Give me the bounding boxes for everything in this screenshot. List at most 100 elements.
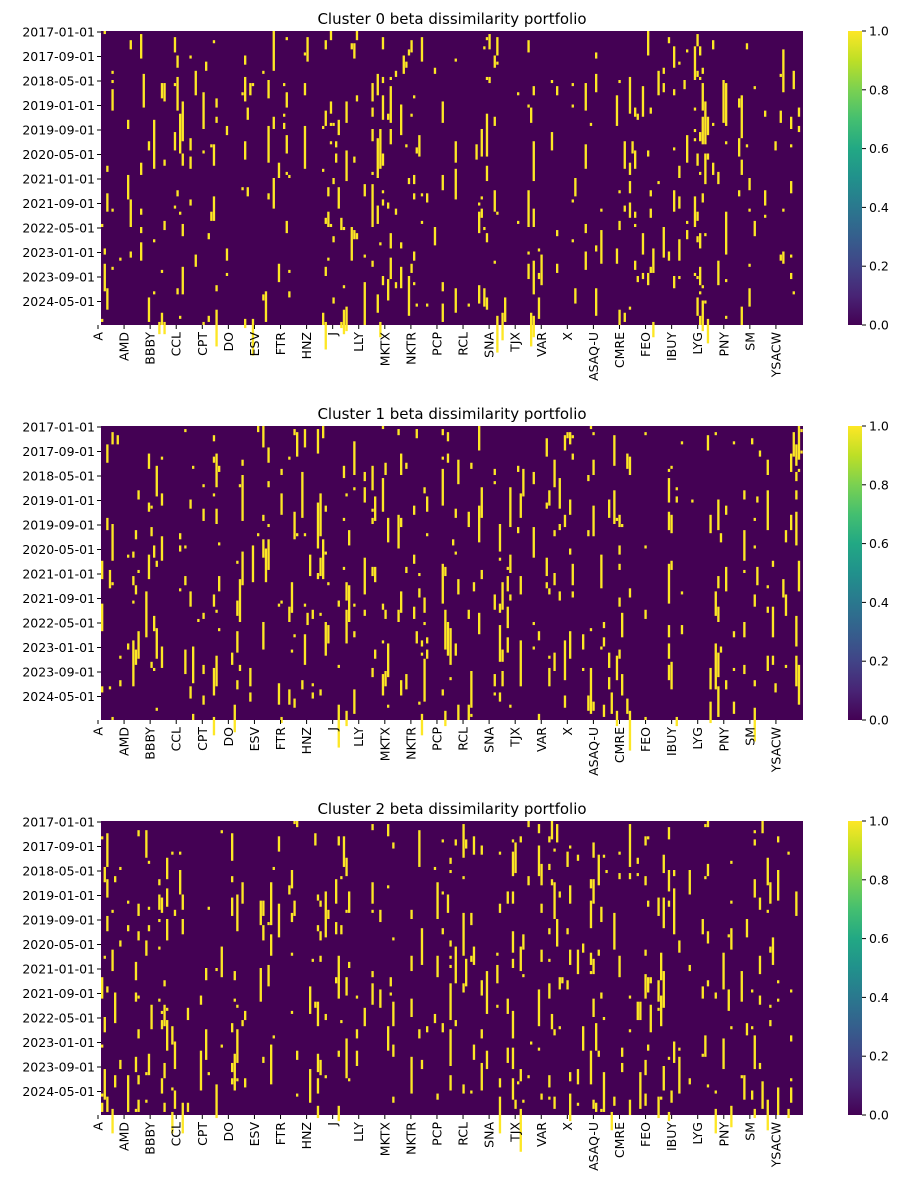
heatmap-cell [444, 566, 447, 577]
heatmap-cell [181, 153, 184, 166]
heatmap-cell [181, 1102, 184, 1134]
heatmap-cell [514, 1099, 517, 1109]
heatmap-cell [613, 490, 616, 524]
heatmap-cell [137, 903, 140, 916]
heatmap-cell [571, 239, 574, 243]
heatmap-cell [766, 857, 769, 886]
heatmap-cell [311, 683, 314, 687]
heatmap-cell [592, 432, 595, 436]
heatmap-cell [236, 1004, 239, 1008]
heatmap-cell [714, 1108, 717, 1134]
heatmap-background [101, 426, 803, 720]
heatmap-cell [745, 919, 749, 938]
heatmap-cell [615, 248, 619, 264]
heatmap-cell [699, 266, 702, 286]
heatmap-cell [309, 554, 312, 577]
heatmap-cell [532, 646, 535, 650]
heatmap-cell [537, 248, 541, 252]
heatmap-cell [626, 698, 629, 714]
heatmap-cell [441, 689, 444, 696]
heatmap-cell [285, 220, 288, 234]
heatmap-cell [527, 263, 530, 280]
heatmap-cell [595, 1102, 598, 1112]
heatmap-cell [119, 680, 122, 687]
heatmap-cell [527, 104, 530, 108]
heatmap-cell [173, 1090, 177, 1109]
heatmap-cell [537, 989, 541, 1027]
heatmap-cell [231, 833, 234, 861]
heatmap-cell [506, 637, 509, 653]
heatmap-cell [769, 882, 772, 904]
heatmap-cell [103, 31, 106, 35]
heatmap-cell [595, 73, 598, 93]
heatmap-cell [615, 517, 619, 521]
heatmap-cell [725, 83, 728, 126]
x-tick-label: IBUY [664, 1122, 679, 1151]
y-tick-label: 2020-05-01 [22, 147, 95, 162]
heatmap-cell [717, 652, 720, 678]
heatmap-cell [696, 211, 699, 221]
heatmap-cell [345, 609, 348, 644]
heatmap-cell [379, 909, 382, 923]
heatmap-cell [740, 1075, 743, 1079]
heatmap-cell [701, 919, 704, 935]
colorbar-tick-label: 0.6 [869, 141, 889, 156]
heatmap-cell [293, 511, 296, 540]
heatmap-cell [498, 692, 502, 702]
heatmap-cell [795, 891, 798, 916]
heatmap-cell [179, 533, 182, 540]
heatmap-cell [353, 441, 356, 475]
heatmap-cell [160, 83, 164, 99]
heatmap-cell [766, 585, 769, 589]
heatmap-cell [337, 187, 340, 209]
heatmap-cell [675, 487, 678, 491]
heatmap-cell [262, 900, 265, 916]
heatmap-cell [142, 73, 145, 108]
heatmap-cell [592, 459, 595, 475]
heatmap-cell [329, 31, 333, 41]
heatmap-cell [423, 622, 426, 626]
heatmap-cell [613, 912, 616, 950]
heatmap-cell [678, 940, 681, 953]
heatmap-cell [134, 530, 138, 540]
heatmap-cell [550, 879, 554, 886]
heatmap-cell [540, 1093, 543, 1100]
heatmap-cell [389, 76, 392, 80]
heatmap-cell [784, 594, 788, 616]
heatmap-cell [342, 566, 346, 570]
heatmap-cell [688, 1078, 691, 1085]
heatmap-cell [566, 851, 569, 867]
y-tick-label: 2017-09-01 [22, 839, 95, 854]
heatmap-cell [537, 272, 541, 280]
heatmap-cell [745, 144, 749, 148]
heatmap-cell [202, 484, 205, 488]
colorbar-tick-label: 0.0 [869, 318, 889, 333]
heatmap-cell [293, 698, 296, 708]
heatmap-cell [797, 664, 801, 705]
heatmap-cell [478, 285, 481, 304]
y-tick-label: 2021-01-01 [22, 567, 95, 582]
heatmap-cell [410, 955, 413, 972]
heatmap-cell [462, 824, 465, 858]
heatmap-cell [553, 573, 556, 586]
heatmap-cell [667, 511, 671, 531]
heatmap-cell [296, 821, 299, 828]
heatmap-cell [548, 983, 551, 999]
heatmap-cell [647, 900, 650, 907]
heatmap-cell [704, 233, 707, 237]
heatmap-cell [350, 227, 353, 261]
heatmap-cell [324, 217, 327, 224]
heatmap-cell [363, 471, 366, 482]
heatmap-cell [589, 879, 593, 889]
heatmap-cell [766, 490, 769, 531]
heatmap-cell [381, 76, 385, 84]
heatmap-cell [680, 441, 684, 445]
heatmap-cell [244, 1010, 247, 1021]
heatmap-cell [111, 89, 114, 111]
heatmap-cell [641, 233, 645, 255]
x-tick-label: CCL [169, 332, 184, 356]
heatmap-cell [740, 95, 743, 139]
heatmap-cell [145, 940, 148, 956]
heatmap-cell [111, 582, 114, 586]
heatmap-cell [218, 542, 221, 546]
